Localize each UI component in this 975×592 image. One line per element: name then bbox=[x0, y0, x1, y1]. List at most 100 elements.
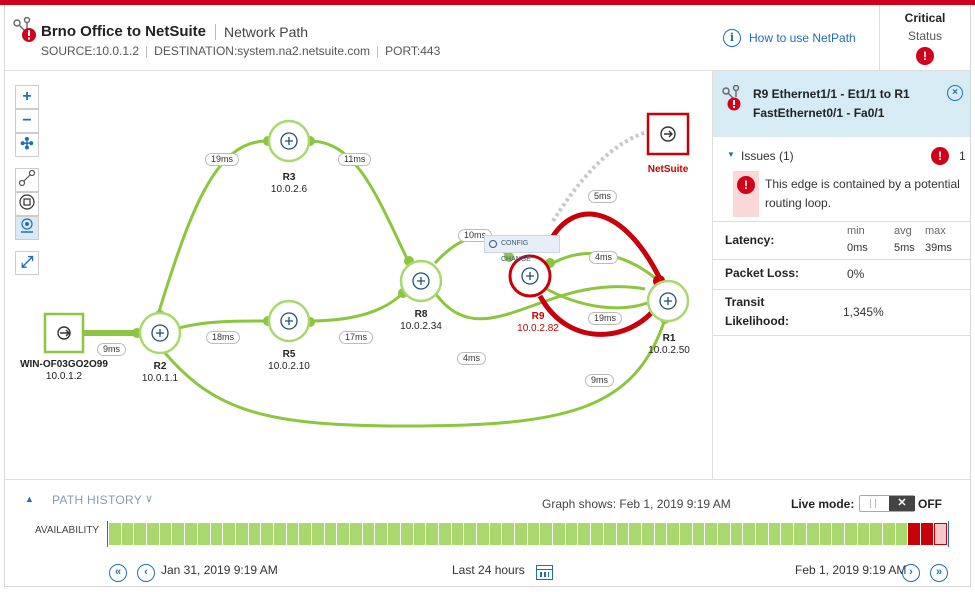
availability-segment[interactable] bbox=[413, 523, 426, 545]
availability-segment[interactable] bbox=[921, 523, 933, 545]
jump-first-button[interactable]: « bbox=[109, 564, 127, 582]
availability-segment[interactable] bbox=[400, 523, 413, 545]
availability-segment[interactable] bbox=[882, 523, 895, 545]
how-to-link[interactable]: i How to use NetPath bbox=[723, 29, 856, 47]
availability-segment[interactable] bbox=[819, 523, 832, 545]
live-mode-toggle[interactable]: ✕ bbox=[859, 495, 915, 512]
availability-segment[interactable] bbox=[248, 523, 261, 545]
availability-segment[interactable] bbox=[629, 523, 641, 545]
availability-segment[interactable] bbox=[464, 523, 476, 545]
availability-segment[interactable] bbox=[210, 523, 223, 545]
availability-segment[interactable] bbox=[844, 523, 857, 545]
availability-segment[interactable] bbox=[870, 523, 882, 545]
collapse-caret-icon[interactable]: ▲ bbox=[25, 494, 34, 504]
availability-segment[interactable] bbox=[692, 523, 705, 545]
availability-segment[interactable] bbox=[794, 523, 806, 545]
availability-segment[interactable] bbox=[578, 523, 591, 545]
availability-segment[interactable] bbox=[324, 523, 337, 545]
availability-segment[interactable] bbox=[743, 523, 756, 545]
latency-r2-r5[interactable]: 18ms bbox=[206, 331, 241, 344]
availability-segment[interactable] bbox=[616, 523, 629, 545]
availability-segment[interactable] bbox=[350, 523, 362, 545]
availability-segment[interactable] bbox=[895, 523, 908, 545]
availability-segment[interactable] bbox=[426, 523, 438, 545]
availability-segment[interactable] bbox=[502, 523, 514, 545]
end-time: Feb 1, 2019 9:19 AM bbox=[795, 563, 907, 577]
availability-segment[interactable] bbox=[806, 523, 819, 545]
jump-last-button[interactable]: » bbox=[930, 564, 948, 582]
latency-r8-r1[interactable]: 4ms bbox=[457, 352, 487, 365]
availability-segment[interactable] bbox=[121, 523, 134, 545]
latency-src-r2[interactable]: 9ms bbox=[97, 343, 127, 356]
availability-segment[interactable] bbox=[159, 523, 172, 545]
previous-button[interactable]: ‹ bbox=[137, 564, 155, 582]
issues-toggle[interactable]: ▼ Issues (1) ! 1 bbox=[713, 145, 971, 167]
availability-segment[interactable] bbox=[197, 523, 210, 545]
availability-segment[interactable] bbox=[705, 523, 717, 545]
availability-segment[interactable] bbox=[679, 523, 692, 545]
availability-segment[interactable] bbox=[756, 523, 768, 545]
availability-segment[interactable] bbox=[362, 523, 375, 545]
config-change-tag[interactable]: CONFIG CHANGE bbox=[484, 235, 560, 263]
node-view-button[interactable] bbox=[15, 192, 39, 216]
node-destination bbox=[646, 112, 690, 156]
availability-segment[interactable] bbox=[312, 523, 324, 545]
fullscreen-button[interactable]: ⤢ bbox=[15, 251, 39, 275]
availability-segment[interactable] bbox=[337, 523, 350, 545]
availability-segment[interactable] bbox=[223, 523, 235, 545]
availability-segment[interactable] bbox=[730, 523, 743, 545]
availability-segment[interactable] bbox=[388, 523, 400, 545]
latency-r5-r8[interactable]: 17ms bbox=[339, 331, 374, 344]
availability-segment[interactable] bbox=[172, 523, 185, 545]
availability-segment[interactable] bbox=[565, 523, 578, 545]
chevron-down-icon[interactable]: ∨ bbox=[145, 493, 154, 505]
availability-segment[interactable] bbox=[553, 523, 565, 545]
availability-segment[interactable] bbox=[489, 523, 502, 545]
latency-r2-r1[interactable]: 9ms bbox=[585, 374, 615, 387]
availability-segment[interactable] bbox=[286, 523, 299, 545]
availability-segment[interactable] bbox=[375, 523, 388, 545]
availability-segment[interactable] bbox=[540, 523, 553, 545]
path-history-label[interactable]: PATH HISTORY bbox=[52, 493, 143, 507]
availability-segment[interactable] bbox=[718, 523, 730, 545]
availability-segment[interactable] bbox=[527, 523, 540, 545]
availability-segment[interactable] bbox=[781, 523, 794, 545]
availability-segment[interactable] bbox=[185, 523, 197, 545]
availability-segment[interactable] bbox=[476, 523, 489, 545]
zoom-in-button[interactable]: + bbox=[15, 85, 39, 109]
latency-r9-r1-upper[interactable]: 4ms bbox=[589, 251, 619, 264]
availability-segment[interactable] bbox=[438, 523, 451, 545]
calendar-icon[interactable] bbox=[536, 565, 553, 580]
availability-segment[interactable] bbox=[134, 523, 147, 545]
latency-r9-r1-lower[interactable]: 19ms bbox=[588, 312, 623, 325]
availability-segment[interactable] bbox=[235, 523, 248, 545]
availability-segment[interactable] bbox=[109, 523, 121, 545]
next-button[interactable]: › bbox=[902, 564, 920, 582]
latency-r9-r1-outer[interactable]: 5ms bbox=[588, 190, 618, 203]
detail-view-button[interactable] bbox=[15, 216, 39, 240]
availability-segment[interactable] bbox=[933, 523, 948, 545]
availability-segment[interactable] bbox=[857, 523, 870, 545]
availability-segment[interactable] bbox=[591, 523, 603, 545]
availability-segment[interactable] bbox=[654, 523, 667, 545]
latency-r2-r3[interactable]: 19ms bbox=[205, 153, 240, 166]
availability-segment[interactable] bbox=[515, 523, 527, 545]
zoom-out-button[interactable]: − bbox=[15, 109, 39, 133]
availability-segment[interactable] bbox=[832, 523, 844, 545]
close-panel-button[interactable]: × bbox=[947, 85, 963, 101]
availability-segment[interactable] bbox=[667, 523, 679, 545]
availability-segment[interactable] bbox=[299, 523, 311, 545]
network-path-canvas[interactable]: + − ✣ ⤢ WIN-OF03GO2O99 10.0.1.2 R2 10.0.1.… bbox=[5, 71, 712, 479]
availability-segment[interactable] bbox=[273, 523, 286, 545]
availability-segment[interactable] bbox=[768, 523, 781, 545]
availability-timeline[interactable] bbox=[107, 521, 949, 547]
fit-to-screen-button[interactable]: ✣ bbox=[15, 133, 39, 157]
availability-segment[interactable] bbox=[908, 523, 920, 545]
availability-segment[interactable] bbox=[261, 523, 273, 545]
path-view-button[interactable] bbox=[15, 168, 39, 192]
availability-segment[interactable] bbox=[641, 523, 654, 545]
availability-segment[interactable] bbox=[603, 523, 616, 545]
availability-segment[interactable] bbox=[147, 523, 159, 545]
latency-r3-r8[interactable]: 11ms bbox=[338, 153, 372, 166]
availability-segment[interactable] bbox=[451, 523, 464, 545]
